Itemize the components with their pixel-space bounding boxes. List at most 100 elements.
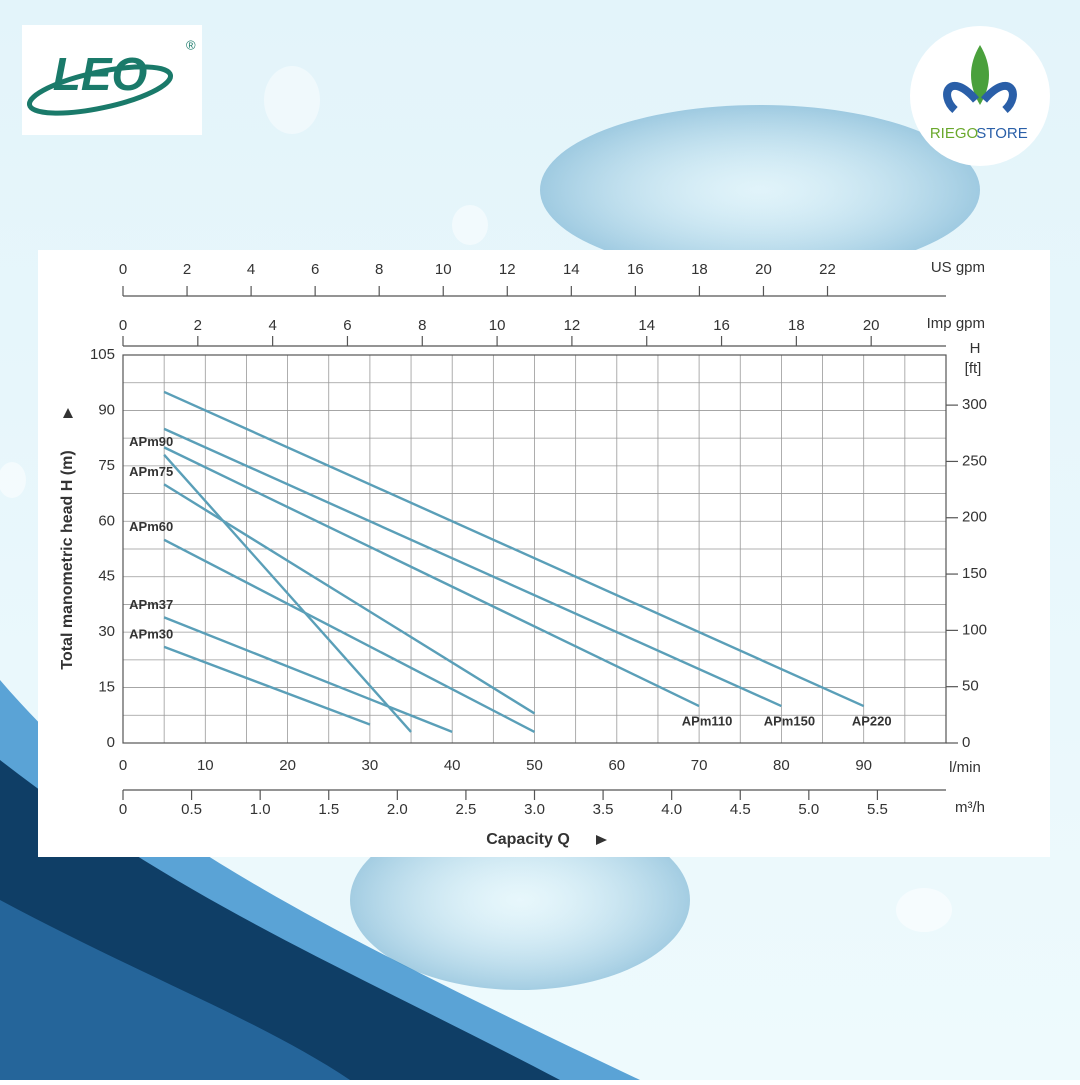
swoosh-mid (0, 900, 350, 1080)
brand-name: LEO (53, 48, 148, 100)
x-tick-label: 14 (638, 317, 655, 334)
series-line (163, 483, 536, 715)
series-label: APm60 (129, 519, 173, 534)
y-tick-label: 30 (98, 623, 115, 640)
water-drop (264, 66, 320, 134)
x-tick-label: 18 (788, 317, 805, 334)
x-tick-label: 60 (608, 757, 625, 774)
store-name: STORE (976, 125, 1027, 142)
series-line (163, 616, 453, 734)
x-tick-label: 4.5 (730, 801, 751, 818)
series-label: APm110 (682, 713, 733, 728)
x-tick-label: 0 (119, 317, 127, 334)
y-tick-label: 0 (107, 734, 115, 751)
brand-swoosh (26, 64, 174, 116)
series-line (163, 427, 782, 708)
x-tick-label: 20 (755, 261, 772, 278)
x-tick-label: 5.5 (867, 801, 888, 818)
chart-panel (38, 250, 1050, 857)
water-drop (452, 205, 488, 245)
plot-frame (122, 354, 947, 744)
axis-unit: m³/h (955, 799, 985, 816)
x-tick-label: 2.0 (387, 801, 408, 818)
y-tick-label: 15 (98, 679, 115, 696)
axis-arrow (596, 835, 607, 845)
y2-axis-title: H (970, 340, 981, 357)
x-axis-title: Capacity Q (486, 831, 570, 848)
x-tick-label: 16 (627, 261, 644, 278)
series-label: APm150 (764, 713, 815, 728)
x-tick-label: 2 (183, 261, 191, 278)
x-tick-label: 8 (418, 317, 426, 334)
y-tick-label: 60 (98, 512, 115, 529)
store-name: RIEGO (930, 125, 978, 142)
y-axis-title: Total manometric head H (m) (59, 450, 76, 669)
x-tick-label: 20 (279, 757, 296, 774)
x-tick-label: 6 (311, 261, 319, 278)
series-label: AP220 (852, 713, 892, 728)
x-tick-label: 5.0 (798, 801, 819, 818)
x-tick-label: 2.5 (455, 801, 476, 818)
y-tick-label: 75 (98, 457, 115, 474)
x-tick-label: 18 (691, 261, 708, 278)
x-tick-label: 20 (863, 317, 880, 334)
x-tick-label: 0 (119, 801, 127, 818)
x-tick-label: 4 (247, 261, 255, 278)
y2-tick-label: 150 (962, 565, 987, 582)
water-splash (540, 105, 980, 275)
y2-tick-label: 300 (962, 396, 987, 413)
y2-tick-label: 50 (962, 678, 979, 695)
x-tick-label: 8 (375, 261, 383, 278)
x-tick-label: 0 (119, 757, 127, 774)
x-tick-label: 4.0 (661, 801, 682, 818)
x-tick-label: 14 (563, 261, 580, 278)
series-line (163, 453, 412, 733)
y-tick-label: 90 (98, 401, 115, 418)
x-tick-label: 16 (713, 317, 730, 334)
series-label: APm75 (129, 464, 173, 479)
x-tick-label: 10 (435, 261, 452, 278)
series-line (163, 390, 865, 708)
x-tick-label: 3.5 (593, 801, 614, 818)
y-tick-label: 105 (90, 346, 115, 363)
series-label: APm90 (129, 434, 173, 449)
x-tick-label: 10 (197, 757, 214, 774)
series-label: APm37 (129, 597, 173, 612)
y2-tick-label: 0 (962, 734, 970, 751)
x-tick-label: 90 (855, 757, 872, 774)
series-label: APm30 (129, 626, 173, 641)
series-line (163, 538, 536, 733)
axis-unit: US gpm (931, 259, 985, 276)
water-drop (0, 462, 26, 498)
y2-axis-unit: [ft] (965, 360, 982, 377)
store-emblem (971, 45, 989, 105)
x-tick-label: 50 (526, 757, 543, 774)
x-tick-label: 1.0 (250, 801, 271, 818)
water-drop (896, 888, 952, 932)
x-axis-unit: l/min (949, 759, 981, 776)
x-tick-label: 12 (564, 317, 581, 334)
y-tick-label: 45 (98, 568, 115, 585)
series-line (163, 446, 700, 708)
y2-tick-label: 250 (962, 452, 987, 469)
axis-unit: Imp gpm (927, 315, 985, 332)
axis-arrow (63, 408, 73, 418)
x-tick-label: 2 (194, 317, 202, 334)
x-tick-label: 80 (773, 757, 790, 774)
x-tick-label: 3.0 (524, 801, 545, 818)
x-tick-label: 1.5 (318, 801, 339, 818)
y2-tick-label: 200 (962, 509, 987, 526)
x-tick-label: 22 (819, 261, 836, 278)
x-tick-label: 0 (119, 261, 127, 278)
y2-tick-label: 100 (962, 621, 987, 638)
x-tick-label: 30 (362, 757, 379, 774)
x-tick-label: 4 (268, 317, 276, 334)
series-line (163, 645, 371, 726)
x-tick-label: 40 (444, 757, 461, 774)
x-tick-label: 0.5 (181, 801, 202, 818)
x-tick-label: 70 (691, 757, 708, 774)
x-tick-label: 10 (489, 317, 506, 334)
store-emblem (943, 82, 1017, 113)
x-tick-label: 12 (499, 261, 516, 278)
